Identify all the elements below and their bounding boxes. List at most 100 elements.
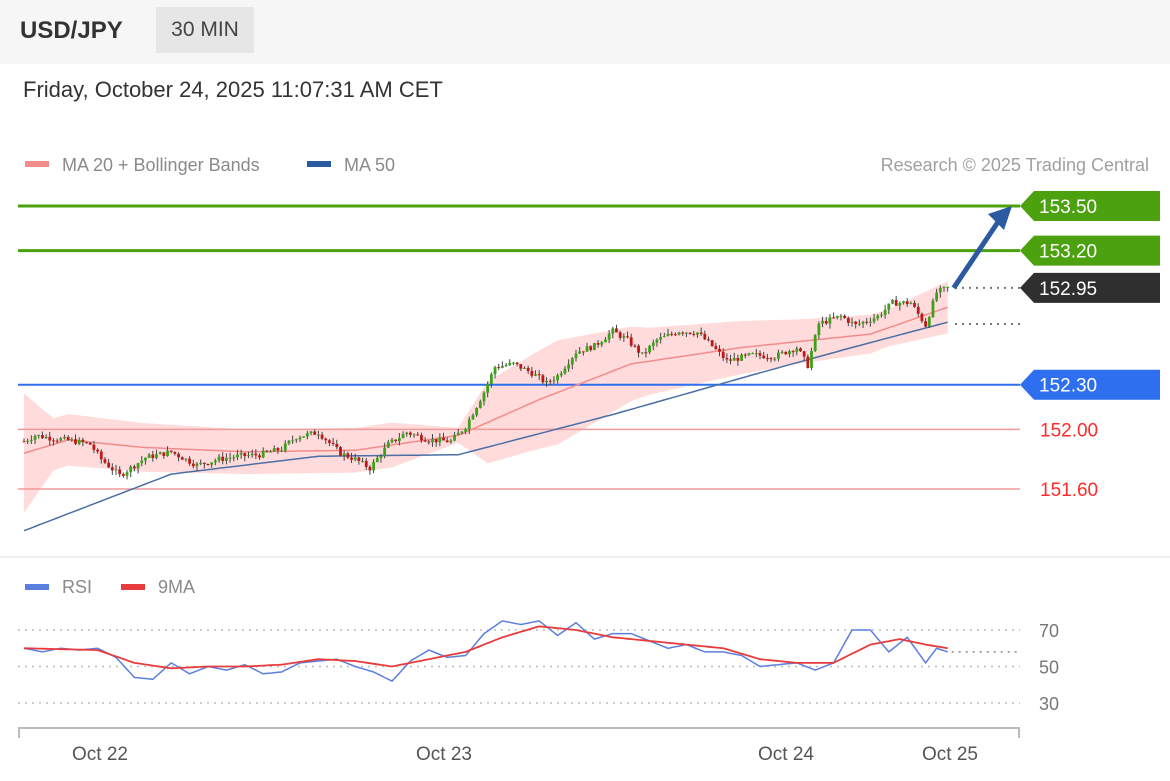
candle-body	[294, 439, 298, 441]
candle-body	[696, 332, 699, 335]
candle-body	[677, 332, 681, 335]
candle-body	[659, 337, 663, 340]
candle-body	[802, 351, 806, 357]
candle-body	[420, 435, 423, 441]
candle-body	[559, 373, 563, 376]
candle-body	[140, 460, 144, 464]
candle-body	[743, 354, 747, 356]
candle-body	[673, 334, 677, 336]
candle-body	[317, 434, 320, 436]
candle-body	[460, 431, 464, 433]
x-tick-label: Oct 23	[416, 744, 472, 765]
level-tag-153-50	[1020, 191, 1160, 221]
candle-body	[537, 374, 541, 376]
candle-body	[489, 374, 493, 384]
ma20-legend-label: MA 20 + Bollinger Bands	[62, 155, 260, 175]
candle-body	[70, 439, 74, 441]
candle-body	[938, 287, 942, 293]
candle-body	[699, 332, 703, 334]
candle-body	[710, 340, 714, 347]
candle-body	[199, 462, 203, 464]
candle-body	[920, 313, 924, 322]
candle-body	[593, 343, 596, 351]
candle-body	[832, 317, 835, 319]
candle-body	[828, 317, 832, 324]
header-bar: USD/JPY 30 MIN	[0, 0, 1170, 64]
candle-body	[846, 318, 850, 323]
candle-body	[121, 474, 125, 476]
ma20-legend-swatch	[25, 161, 49, 167]
candle-body	[162, 452, 166, 456]
candle-body	[177, 453, 180, 458]
candle-body	[375, 457, 379, 462]
candle-body	[103, 459, 107, 463]
candle-body	[99, 451, 103, 460]
candle-body	[431, 439, 434, 443]
candle-body	[795, 348, 799, 352]
candle-body	[368, 466, 372, 471]
candle-body	[232, 457, 236, 459]
candle-body	[626, 336, 629, 338]
candle-body	[309, 431, 313, 434]
candle-body	[640, 352, 644, 354]
candle-body	[777, 352, 780, 359]
candle-body	[305, 433, 309, 437]
candle-body	[195, 463, 199, 467]
candle-body	[762, 355, 766, 359]
candle-body	[265, 450, 269, 452]
rsi-tick-label-50: 50	[1039, 658, 1059, 678]
candle-body	[173, 451, 177, 454]
candle-body	[405, 432, 409, 435]
candle-body	[883, 309, 887, 315]
candle-body	[445, 440, 449, 443]
candle-body	[41, 435, 44, 439]
candle-body	[589, 346, 593, 351]
candle-body	[688, 332, 692, 334]
candle-body	[291, 440, 295, 442]
candle-body	[791, 351, 795, 353]
candle-body	[364, 460, 368, 467]
candle-body	[401, 434, 405, 439]
candle-body	[600, 342, 604, 345]
x-tick-label: Oct 22	[72, 744, 128, 765]
candle-body	[821, 320, 824, 324]
research-credit: Research © 2025 Trading Central	[881, 155, 1149, 175]
candle-body	[545, 380, 548, 383]
candle-body	[423, 440, 427, 442]
candle-body	[637, 345, 640, 353]
level-tag-152-30	[1020, 369, 1160, 400]
candle-body	[567, 364, 571, 369]
candle-body	[339, 447, 342, 456]
timeframe-button[interactable]: 30 MIN	[156, 7, 254, 53]
candle-body	[342, 453, 346, 456]
candle-body	[434, 439, 438, 443]
candle-body	[876, 315, 880, 319]
candle-body	[666, 333, 670, 336]
candle-body	[563, 368, 567, 374]
candle-body	[843, 315, 847, 319]
candle-body	[107, 462, 111, 468]
candle-body	[913, 302, 916, 307]
candle-body	[258, 455, 261, 458]
candle-body	[202, 462, 206, 465]
candle-body	[456, 432, 460, 435]
candle-body	[486, 383, 490, 393]
candle-body	[335, 443, 339, 448]
candle-body	[302, 436, 306, 438]
candle-body	[894, 299, 898, 306]
candle-body	[718, 348, 721, 352]
level-label-151-60: 151.60	[1040, 480, 1098, 501]
candle-body	[225, 458, 228, 461]
candle-body	[280, 450, 283, 452]
candle-body	[501, 365, 504, 368]
candle-body	[184, 458, 188, 460]
candle-body	[578, 351, 582, 354]
candle-body	[390, 439, 394, 443]
candle-body	[714, 346, 718, 349]
candle-body	[213, 460, 217, 463]
candle-body	[59, 438, 63, 441]
candle-body	[813, 335, 817, 352]
candle-body	[269, 451, 272, 453]
candle-body	[773, 358, 777, 360]
candle-body	[361, 460, 364, 462]
